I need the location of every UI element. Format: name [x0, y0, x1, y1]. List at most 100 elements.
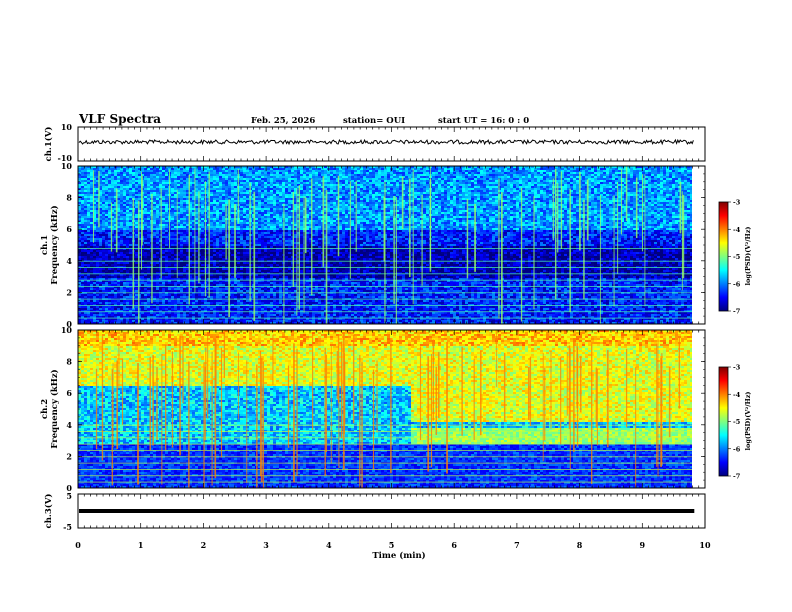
sferic-streak: [641, 174, 643, 252]
figure-title: VLF Spectra: [78, 112, 161, 126]
sferic-streak: [668, 366, 671, 438]
sferic-streak: [620, 168, 623, 235]
sferic-streak: [355, 180, 357, 252]
sferic-streak: [625, 348, 628, 428]
colorbar-ch1-gradient: [719, 202, 728, 311]
y-tick-label: 10: [61, 161, 73, 171]
sferic-streak: [188, 174, 190, 305]
sferic-streak: [635, 366, 637, 488]
sferic-streak: [473, 358, 475, 441]
sferic-streak: [679, 181, 682, 234]
sferic-streak: [182, 336, 184, 404]
time-axis-label: Time (min): [372, 550, 425, 561]
x-tick-label: 7: [514, 540, 520, 550]
sferic-streak: [260, 357, 263, 483]
colorbar-ch2-label: log(PSD)(V²/Hz): [744, 392, 752, 451]
y-tick-label: 2: [66, 287, 72, 297]
sferic-streak: [568, 345, 571, 429]
sferic-streak: [599, 195, 601, 324]
sferic-streak: [617, 182, 619, 274]
sferic-streak: [337, 175, 340, 257]
sferic-streak: [203, 362, 205, 488]
sferic-streak: [342, 333, 345, 470]
sferic-streak: [141, 175, 143, 246]
ch1-spec-ylabel-line1: ch.1: [40, 235, 50, 255]
sferic-streak: [330, 344, 332, 464]
sferic-streak: [138, 200, 140, 324]
panel-ch1-waveform: 10 -10 ch.1(V): [43, 122, 706, 163]
sferic-streak: [372, 369, 375, 470]
tonal-line: [78, 437, 692, 439]
sferic-streak: [656, 343, 658, 467]
sferic-streak: [204, 181, 206, 297]
sferic-streak: [533, 196, 535, 310]
panel-ch1-spectrogram: 0 2 4 6 8 10 ch.1 Frequency (kHz): [40, 161, 706, 329]
sferic-streak: [576, 347, 579, 447]
sferic-streak: [337, 335, 340, 403]
sferic-streak: [349, 181, 351, 279]
sferic-streak: [625, 166, 628, 222]
y-tick-label: 6: [66, 388, 72, 398]
sferic-streak: [151, 193, 153, 304]
ch1-spec-ylabel-line2: Frequency (kHz): [49, 205, 60, 284]
colorbar-tick-label: -3: [733, 364, 741, 372]
tonal-line: [78, 456, 692, 458]
sferic-streak: [557, 183, 559, 253]
sferic-streak: [160, 188, 162, 279]
sferic-streak: [311, 178, 313, 296]
sferic-streak: [303, 196, 305, 313]
sferic-streak: [544, 367, 546, 441]
sferic-streak: [466, 198, 469, 279]
sferic-streak: [560, 171, 563, 249]
sferic-streak: [165, 344, 167, 450]
sferic-streak: [474, 204, 476, 272]
sferic-streak: [573, 338, 575, 452]
sferic-streak: [542, 352, 544, 462]
date-label: Feb. 25, 2026: [251, 116, 315, 126]
sferic-streak: [256, 364, 258, 488]
sferic-streak: [322, 176, 325, 267]
sferic-streak: [95, 368, 98, 450]
tonal-line: [78, 469, 692, 470]
sferic-streak: [560, 357, 562, 445]
sferic-streak: [246, 360, 248, 484]
sferic-streak: [446, 341, 448, 474]
sferic-streak: [550, 350, 552, 429]
x-tick-label: 8: [577, 540, 583, 550]
sferic-streak: [208, 171, 210, 298]
sferic-streak: [583, 199, 585, 300]
sferic-streak: [503, 352, 506, 422]
sferic-streak: [595, 367, 597, 428]
ch1-ytick-top: 10: [61, 122, 73, 132]
sferic-streak: [171, 351, 173, 448]
sferic-streak: [137, 363, 139, 485]
sferic-streak: [223, 330, 225, 378]
colorbar-tick-label: -5: [733, 418, 741, 426]
tonal-line: [78, 443, 692, 445]
sferic-streak: [352, 334, 355, 424]
sferic-streak: [359, 355, 361, 488]
sferic-streak: [498, 178, 500, 319]
sferic-streak: [657, 338, 659, 477]
sferic-streak: [678, 336, 681, 409]
sferic-streak: [429, 179, 432, 272]
sferic-streak: [682, 194, 685, 279]
time-axis-tick-labels: 0 1 2 3 4 5 6 7 8 9 10: [75, 540, 711, 550]
sferic-streak: [529, 356, 532, 427]
sferic-streak: [606, 350, 609, 448]
tonal-line: [78, 431, 692, 432]
tonal-line: [78, 462, 692, 464]
tonal-line: [78, 450, 692, 451]
ch3-ytick-bottom: -5: [63, 522, 72, 532]
sferic-streak: [249, 182, 251, 302]
sferic-streak: [298, 185, 300, 310]
colorbar-tick-label: -7: [733, 473, 740, 481]
sferic-streak: [92, 170, 95, 243]
sferic-streak: [234, 204, 236, 278]
sferic-streak: [198, 191, 200, 283]
x-tick-label: 10: [699, 540, 711, 550]
sferic-streak: [149, 356, 151, 451]
y-tick-label: 0: [66, 483, 72, 493]
sferic-streak: [552, 178, 554, 241]
colorbar-ch1-label: log(PSD)(V²/Hz): [744, 227, 752, 286]
